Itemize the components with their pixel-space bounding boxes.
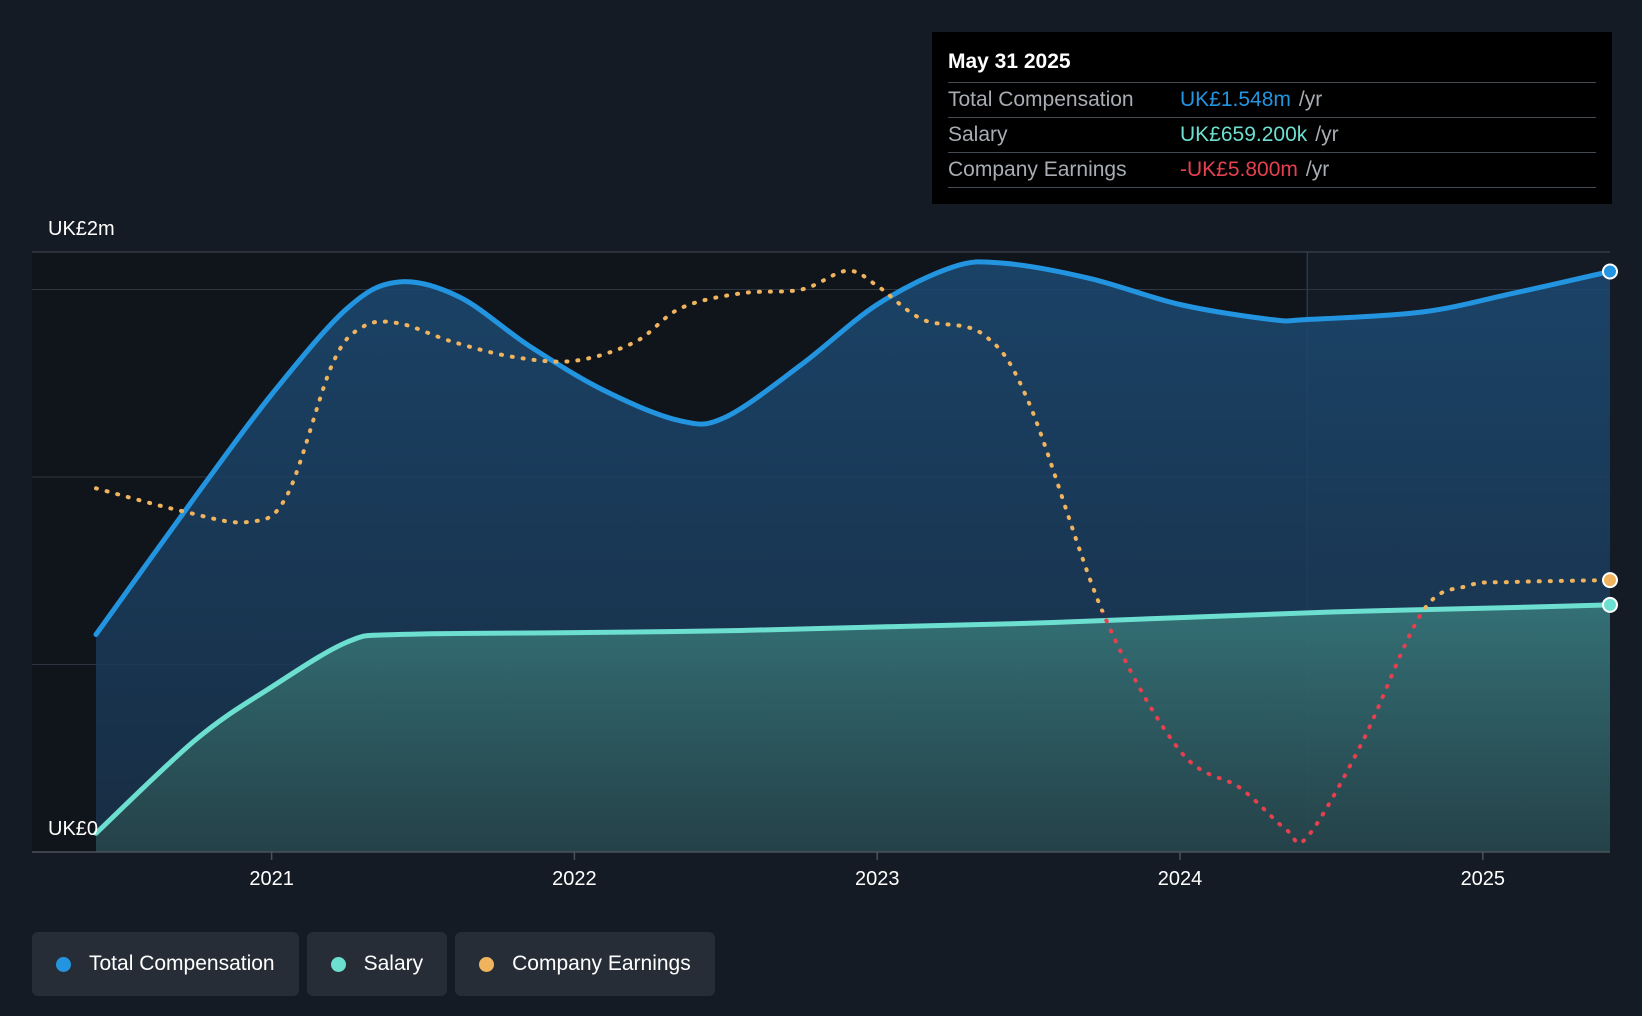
- tooltip-label: Total Compensation: [948, 88, 1134, 111]
- legend-label: Salary: [363, 952, 424, 975]
- total-compensation-end-marker: [1602, 263, 1618, 280]
- tooltip-date: May 31 2025: [948, 46, 1596, 83]
- salary-area: [96, 604, 1610, 852]
- x-tick-label: 2025: [1461, 868, 1506, 890]
- series-areas: [96, 261, 1610, 852]
- tooltip-row-total-compensation: Total Compensation UK£1.548m /yr: [948, 83, 1596, 118]
- series-lines: [93, 259, 1613, 846]
- end-markers: [1602, 263, 1618, 613]
- legend-item-company-earnings[interactable]: Company Earnings: [455, 932, 715, 996]
- y-axis-label-bottom: UK£0: [48, 818, 98, 840]
- tooltip-unit: /yr: [1315, 123, 1339, 146]
- x-tick-label: 2024: [1158, 868, 1203, 890]
- hover-tooltip: May 31 2025 Total Compensation UK£1.548m…: [932, 32, 1612, 204]
- legend-dot-icon: [56, 956, 71, 972]
- legend-item-salary[interactable]: Salary: [306, 932, 448, 996]
- chart-legend: Total Compensation Salary Company Earnin…: [32, 932, 723, 996]
- salary-end-marker: [1602, 596, 1618, 613]
- tooltip-value: UK£1.548m: [1180, 88, 1291, 111]
- x-tick-label: 2022: [552, 868, 597, 890]
- salary-line: [93, 602, 1613, 836]
- tooltip-label: Salary: [948, 123, 1008, 146]
- tooltip-value: -UK£5.800m: [1180, 158, 1298, 181]
- total-compensation-line: [93, 259, 1613, 637]
- x-axis: 2021 2022 2023 2024 2025: [32, 851, 1610, 890]
- tooltip-unit: /yr: [1305, 158, 1330, 181]
- company-earnings-end-marker: [1602, 572, 1618, 589]
- x-tick-label: 2021: [249, 868, 294, 890]
- legend-dot-icon: [330, 956, 346, 972]
- legend-dot-icon: [479, 956, 495, 972]
- tooltip-row-salary: Salary UK£659.200k /yr: [948, 118, 1596, 153]
- tooltip-label: Company Earnings: [948, 158, 1127, 181]
- tooltip-unit: /yr: [1298, 88, 1323, 111]
- y-axis-label-top: UK£2m: [48, 218, 115, 240]
- legend-label: Company Earnings: [512, 952, 691, 975]
- tooltip-row-company-earnings: Company Earnings -UK£5.800m /yr: [948, 153, 1596, 188]
- legend-item-total-compensation[interactable]: Total Compensation: [32, 932, 299, 996]
- x-tick-label: 2023: [855, 868, 900, 890]
- legend-label: Total Compensation: [89, 952, 275, 975]
- tooltip-value: UK£659.200k: [1180, 123, 1308, 146]
